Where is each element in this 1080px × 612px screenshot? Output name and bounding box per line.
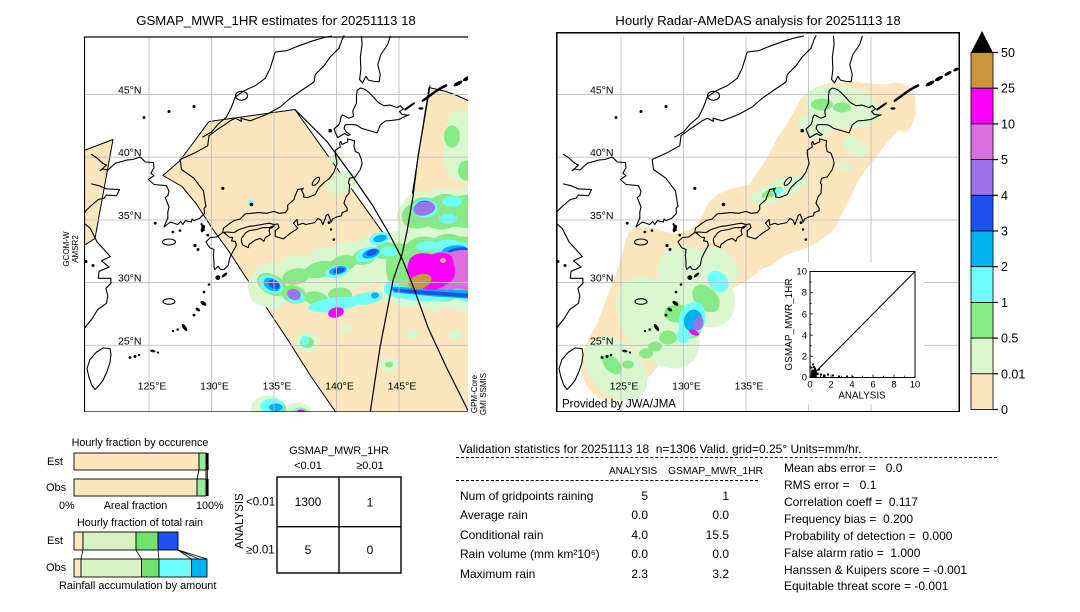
svg-text:2: 2 <box>1001 260 1008 274</box>
svg-text:ANALYSIS: ANALYSIS <box>838 390 886 401</box>
svg-text:2: 2 <box>802 351 807 362</box>
svg-text:5: 5 <box>305 543 312 557</box>
svg-text:Provided by JWA/JMA: Provided by JWA/JMA <box>562 398 676 410</box>
svg-text:8: 8 <box>802 287 807 298</box>
svg-text:10: 10 <box>1001 117 1015 131</box>
svg-text:25: 25 <box>1001 82 1015 96</box>
svg-text:4: 4 <box>849 379 854 390</box>
svg-text:ANALYSIS: ANALYSIS <box>235 493 246 549</box>
svg-text:10: 10 <box>796 266 807 277</box>
svg-text:0: 0 <box>1001 403 1008 417</box>
svg-text:10: 10 <box>910 379 921 390</box>
svg-text:GSMAP_MWR_1HR: GSMAP_MWR_1HR <box>784 278 795 370</box>
svg-text:5: 5 <box>1001 153 1008 167</box>
svg-text:0.5: 0.5 <box>1001 332 1018 346</box>
svg-text:0.01: 0.01 <box>1001 367 1025 381</box>
svg-text:1: 1 <box>367 496 374 510</box>
svg-text:4: 4 <box>802 330 807 341</box>
svg-text:50: 50 <box>1001 46 1015 60</box>
svg-text:≥0.01: ≥0.01 <box>246 545 275 557</box>
svg-text:1: 1 <box>1001 296 1008 310</box>
svg-text:<0.01: <0.01 <box>246 497 275 509</box>
svg-text:6: 6 <box>802 309 807 320</box>
svg-text:4: 4 <box>1001 189 1008 203</box>
svg-text:3: 3 <box>1001 225 1008 239</box>
svg-text:2: 2 <box>828 379 833 390</box>
svg-text:8: 8 <box>891 379 896 390</box>
svg-text:0: 0 <box>367 543 374 557</box>
svg-text:6: 6 <box>870 379 875 390</box>
svg-text:1300: 1300 <box>295 495 322 509</box>
svg-text:0: 0 <box>802 372 807 383</box>
svg-text:0: 0 <box>807 379 812 390</box>
